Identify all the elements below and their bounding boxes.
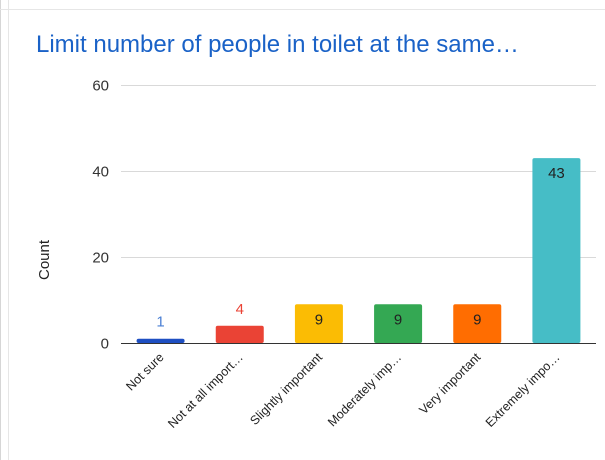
x-tick-label: Not at all import…	[165, 350, 246, 431]
y-tick-label: 0	[101, 336, 109, 353]
bar	[294, 304, 343, 343]
x-tick-label: Slightly important	[247, 350, 325, 428]
gridlines	[121, 85, 596, 258]
bar	[374, 304, 423, 343]
bars	[136, 158, 581, 343]
window-border-top	[0, 9, 605, 10]
y-tick-label: 40	[92, 164, 109, 181]
window-border-left	[0, 0, 1, 460]
chart-title: Limit number of people in toilet at the …	[36, 31, 519, 58]
x-tick-label: Moderately imp…	[325, 350, 404, 429]
bar	[453, 304, 502, 343]
x-tick-label: Very important	[416, 350, 483, 417]
x-tick-label: Not sure	[123, 350, 166, 393]
y-tick-label: 60	[92, 78, 109, 95]
data-label: 4	[236, 301, 244, 318]
bar	[532, 158, 581, 343]
data-label: 9	[473, 311, 481, 328]
bar	[136, 338, 185, 343]
y-tick-label: 20	[92, 250, 109, 267]
x-tick-label: Extremely impo…	[483, 350, 563, 430]
y-axis-ticks: 0 20 40 60	[92, 78, 109, 353]
window-border-inner	[8, 0, 9, 460]
data-label: 1	[156, 314, 164, 331]
data-label: 43	[548, 165, 565, 182]
bar	[215, 325, 264, 343]
data-labels: 1 4 9 9 9 43	[156, 165, 564, 331]
data-label: 9	[315, 311, 323, 328]
data-label: 9	[394, 311, 402, 328]
y-axis-label: Count	[36, 239, 53, 280]
